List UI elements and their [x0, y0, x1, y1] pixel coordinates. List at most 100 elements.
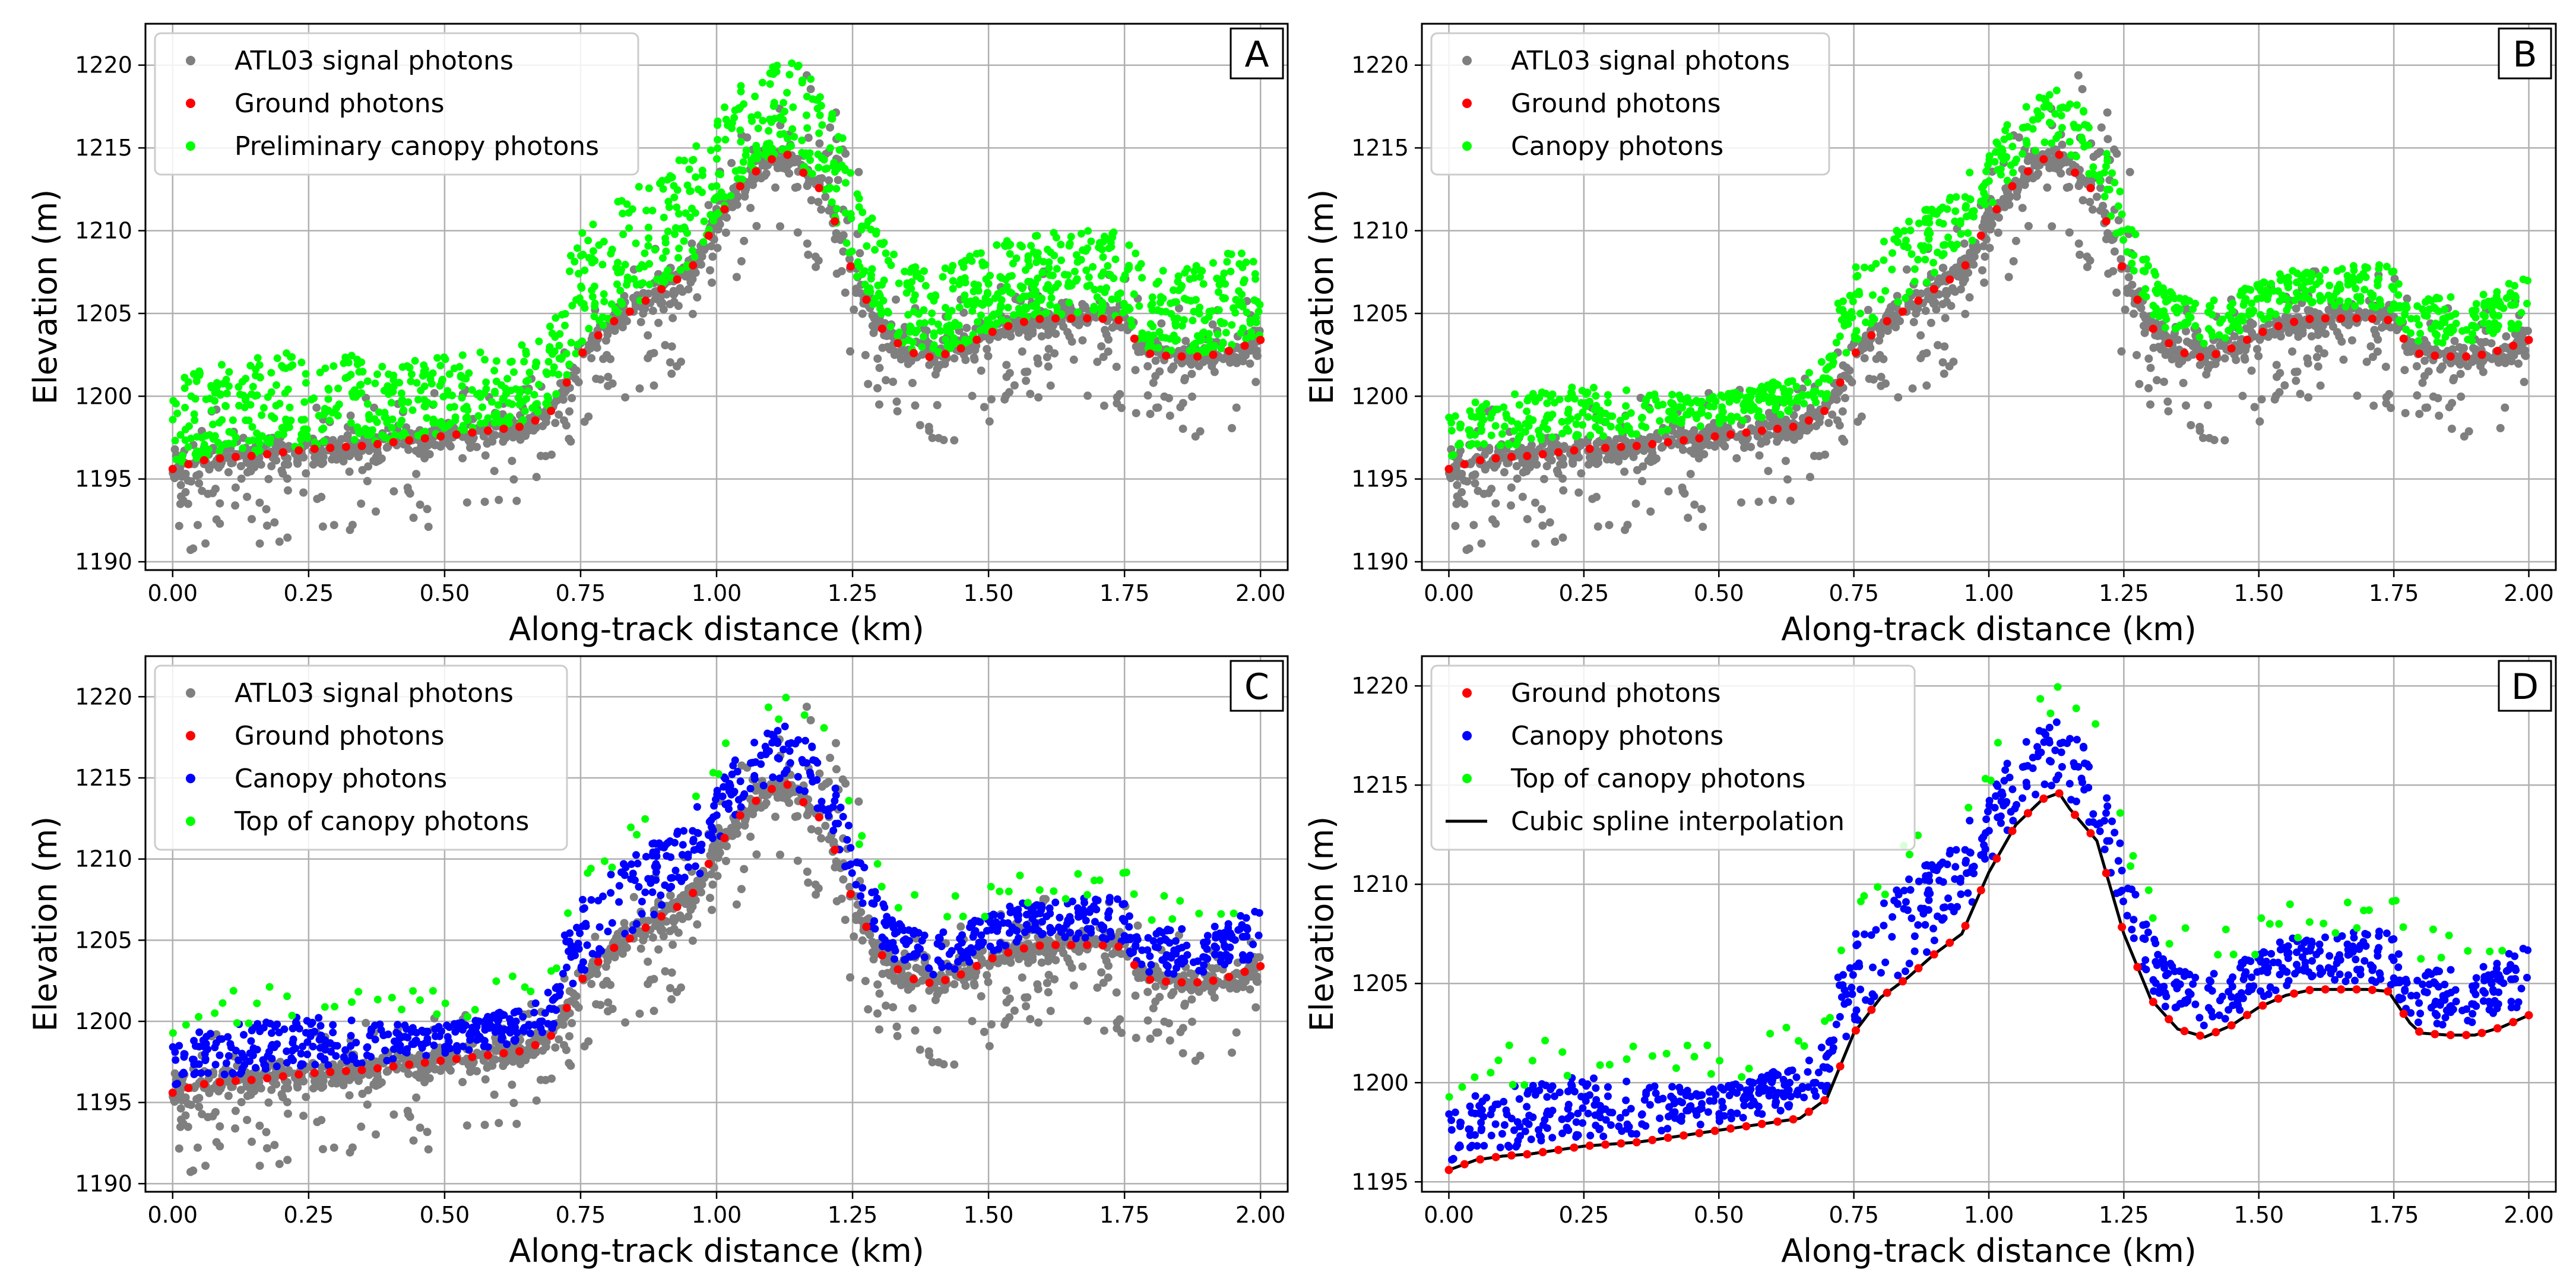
preliminary-canopy-photon-point [823, 164, 831, 173]
preliminary-canopy-photon-point [769, 70, 778, 78]
preliminary-canopy-photon-point [783, 88, 791, 97]
signal-photon-point [2296, 390, 2305, 398]
signal-photon-point [348, 521, 357, 529]
signal-photon-point [1755, 451, 1764, 460]
preliminary-canopy-photon-point [751, 92, 759, 100]
signal-photon-point [2074, 71, 2083, 80]
preliminary-canopy-photon-point [462, 403, 471, 411]
preliminary-canopy-photon-point [775, 114, 783, 122]
canopy-photon-point [1910, 277, 1919, 286]
preliminary-canopy-photon-point [579, 251, 587, 259]
signal-photon-point [262, 505, 271, 514]
signal-photon-point [499, 437, 508, 446]
preliminary-canopy-photon-point [408, 406, 417, 414]
signal-photon-point [357, 499, 366, 508]
signal-photon-point [1022, 376, 1031, 385]
canopy-photon-point [1910, 265, 1919, 273]
signal-photon-point [237, 474, 246, 483]
preliminary-canopy-photon-point [223, 389, 231, 397]
preliminary-canopy-photon-point [558, 311, 566, 319]
preliminary-canopy-photon-point [363, 400, 372, 408]
preliminary-canopy-photon-point [830, 159, 838, 167]
signal-photon-point [512, 496, 521, 505]
ground-photon-point [199, 456, 208, 465]
canopy-photon-point [2124, 225, 2132, 233]
preliminary-canopy-photon-point [584, 236, 592, 245]
preliminary-canopy-photon-point [445, 391, 453, 399]
signal-photon-point [205, 465, 214, 474]
preliminary-canopy-photon-point [978, 301, 987, 309]
signal-photon-point [212, 515, 221, 524]
preliminary-canopy-photon-point [778, 145, 786, 154]
canopy-photon-point [2089, 163, 2097, 171]
signal-photon-point [2191, 343, 2200, 352]
canopy-photon-point [2435, 295, 2443, 302]
preliminary-canopy-photon-point [1042, 284, 1050, 293]
preliminary-canopy-photon-point [479, 403, 486, 412]
preliminary-canopy-photon-point [673, 203, 681, 211]
signal-photon-point [2003, 192, 2012, 201]
plot-area [168, 59, 1265, 554]
preliminary-canopy-photon-point [599, 321, 607, 330]
signal-photon-point [409, 514, 418, 522]
canopy-photon-point [1646, 406, 1654, 414]
signal-photon-point [2413, 391, 2422, 400]
signal-photon-point [293, 459, 302, 468]
ground-photon-point [1161, 352, 1170, 360]
preliminary-canopy-photon-point [1217, 344, 1225, 353]
preliminary-canopy-photon-point [1252, 314, 1260, 322]
canopy-photon-point [1500, 403, 1508, 412]
preliminary-canopy-photon-point [968, 257, 976, 265]
preliminary-canopy-photon-point [359, 368, 367, 376]
signal-photon-point [248, 515, 256, 524]
preliminary-canopy-photon-point [267, 369, 275, 377]
preliminary-canopy-photon-point [524, 387, 532, 395]
preliminary-canopy-photon-point [770, 99, 778, 107]
signal-photon-point [1558, 474, 1567, 483]
preliminary-canopy-photon-point [310, 394, 318, 403]
preliminary-canopy-photon-point [828, 115, 837, 123]
signal-photon-point [1050, 349, 1059, 358]
canopy-photon-point [1962, 202, 1970, 210]
signal-photon-point [565, 407, 573, 416]
ground-photon-point [1004, 322, 1013, 331]
preliminary-canopy-photon-point [918, 343, 926, 351]
signal-photon-point [2270, 330, 2279, 339]
signal-photon-point [1481, 465, 1490, 474]
canopy-photon-point [1982, 167, 1991, 176]
x-tick-label: 1.25 [828, 580, 878, 606]
preliminary-canopy-photon-point [1125, 241, 1133, 249]
signal-photon-point [608, 379, 617, 388]
signal-photon-point [2247, 366, 2256, 375]
preliminary-canopy-photon-point [516, 388, 524, 397]
preliminary-canopy-photon-point [302, 370, 310, 378]
signal-photon-point [1773, 437, 1782, 446]
canopy-photon-point [1837, 316, 1846, 324]
preliminary-canopy-photon-point [789, 103, 797, 111]
signal-photon-point [2144, 355, 2153, 363]
signal-photon-point [1646, 507, 1655, 516]
preliminary-canopy-photon-point [225, 382, 233, 390]
ground-photon-point [547, 407, 556, 415]
preliminary-canopy-photon-point [451, 413, 460, 422]
preliminary-canopy-photon-point [335, 400, 343, 409]
signal-photon-point [1457, 488, 1466, 496]
preliminary-canopy-photon-point [1087, 238, 1095, 245]
preliminary-canopy-photon-point [208, 406, 216, 414]
preliminary-canopy-photon-point [429, 419, 438, 427]
signal-photon-point [856, 249, 864, 258]
ground-photon-point [657, 285, 666, 293]
signal-photon-point [1922, 381, 1931, 390]
signal-photon-point [2011, 236, 2020, 245]
canopy-photon-point [1507, 417, 1516, 425]
signal-photon-point [1097, 342, 1106, 351]
signal-photon-point [688, 275, 697, 284]
preliminary-canopy-photon-point [278, 424, 286, 432]
signal-photon-point [889, 378, 898, 386]
signal-photon-point [1078, 336, 1087, 345]
signal-photon-point [2096, 206, 2105, 215]
preliminary-canopy-photon-point [555, 355, 563, 363]
signal-photon-point [1592, 492, 1601, 501]
preliminary-canopy-photon-point [1057, 240, 1065, 249]
